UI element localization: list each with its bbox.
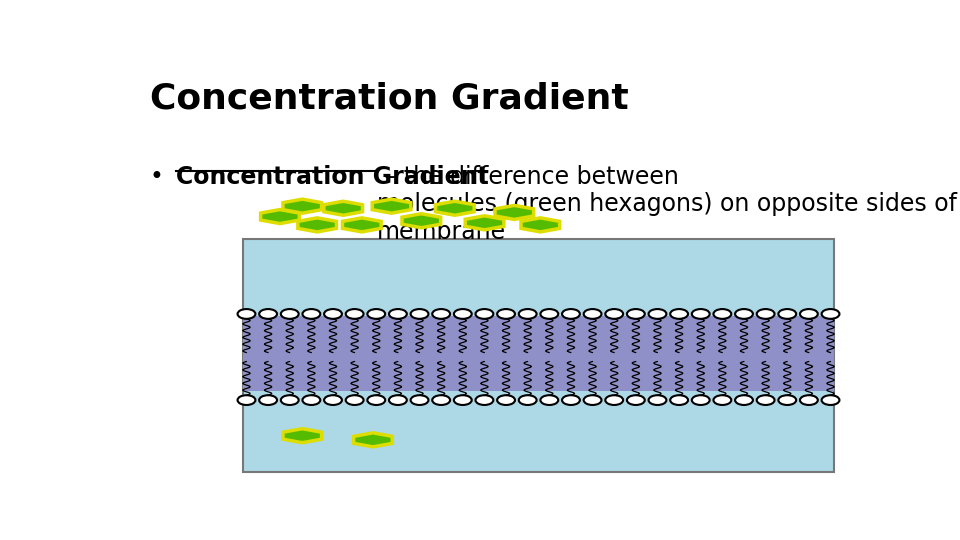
Ellipse shape bbox=[411, 309, 428, 319]
Polygon shape bbox=[353, 433, 393, 447]
Polygon shape bbox=[283, 429, 322, 443]
Ellipse shape bbox=[368, 395, 385, 405]
Polygon shape bbox=[283, 199, 322, 213]
Ellipse shape bbox=[584, 309, 602, 319]
Ellipse shape bbox=[627, 309, 645, 319]
Polygon shape bbox=[436, 201, 474, 215]
Ellipse shape bbox=[518, 309, 537, 319]
Ellipse shape bbox=[800, 309, 818, 319]
Ellipse shape bbox=[692, 309, 709, 319]
Ellipse shape bbox=[302, 395, 321, 405]
Ellipse shape bbox=[281, 395, 299, 405]
Polygon shape bbox=[298, 218, 337, 232]
Text: Concentration Gradient: Concentration Gradient bbox=[150, 82, 629, 116]
FancyBboxPatch shape bbox=[243, 316, 834, 391]
Ellipse shape bbox=[389, 309, 407, 319]
Ellipse shape bbox=[475, 309, 493, 319]
Ellipse shape bbox=[735, 395, 753, 405]
Polygon shape bbox=[343, 218, 381, 232]
Ellipse shape bbox=[411, 395, 428, 405]
Ellipse shape bbox=[432, 395, 450, 405]
Ellipse shape bbox=[822, 309, 839, 319]
Ellipse shape bbox=[735, 309, 753, 319]
Ellipse shape bbox=[779, 309, 796, 319]
Ellipse shape bbox=[432, 309, 450, 319]
Ellipse shape bbox=[692, 395, 709, 405]
Ellipse shape bbox=[562, 395, 580, 405]
Polygon shape bbox=[466, 216, 504, 230]
Text: Concentration Gradient: Concentration Gradient bbox=[176, 165, 489, 188]
Text: – the difference between
molecules (green hexagons) on opposite sides of the
mem: – the difference between molecules (gree… bbox=[376, 165, 960, 244]
Polygon shape bbox=[324, 201, 363, 215]
Ellipse shape bbox=[497, 395, 515, 405]
Text: Concentration Gradient: Concentration Gradient bbox=[0, 539, 1, 540]
Ellipse shape bbox=[649, 395, 666, 405]
Ellipse shape bbox=[649, 309, 666, 319]
Ellipse shape bbox=[562, 309, 580, 319]
Ellipse shape bbox=[670, 309, 688, 319]
Ellipse shape bbox=[389, 395, 407, 405]
Ellipse shape bbox=[540, 395, 559, 405]
FancyBboxPatch shape bbox=[243, 239, 834, 472]
Ellipse shape bbox=[259, 395, 277, 405]
Ellipse shape bbox=[237, 395, 255, 405]
Ellipse shape bbox=[713, 309, 732, 319]
Polygon shape bbox=[495, 205, 534, 219]
Ellipse shape bbox=[584, 395, 602, 405]
Ellipse shape bbox=[281, 309, 299, 319]
Polygon shape bbox=[521, 218, 560, 232]
Ellipse shape bbox=[713, 395, 732, 405]
Text: •: • bbox=[150, 165, 163, 188]
Polygon shape bbox=[402, 214, 441, 228]
Ellipse shape bbox=[346, 395, 364, 405]
Ellipse shape bbox=[346, 309, 364, 319]
Ellipse shape bbox=[540, 309, 559, 319]
Ellipse shape bbox=[324, 395, 342, 405]
Ellipse shape bbox=[475, 395, 493, 405]
Ellipse shape bbox=[756, 395, 775, 405]
Ellipse shape bbox=[454, 309, 471, 319]
Ellipse shape bbox=[756, 309, 775, 319]
Ellipse shape bbox=[324, 309, 342, 319]
Ellipse shape bbox=[822, 395, 839, 405]
Ellipse shape bbox=[779, 395, 796, 405]
Ellipse shape bbox=[627, 395, 645, 405]
Ellipse shape bbox=[606, 309, 623, 319]
Polygon shape bbox=[372, 199, 411, 213]
Ellipse shape bbox=[237, 309, 255, 319]
Polygon shape bbox=[260, 210, 300, 224]
Ellipse shape bbox=[454, 395, 471, 405]
Ellipse shape bbox=[368, 309, 385, 319]
Ellipse shape bbox=[518, 395, 537, 405]
Ellipse shape bbox=[800, 395, 818, 405]
Ellipse shape bbox=[670, 395, 688, 405]
Ellipse shape bbox=[302, 309, 321, 319]
Ellipse shape bbox=[259, 309, 277, 319]
Ellipse shape bbox=[606, 395, 623, 405]
Ellipse shape bbox=[497, 309, 515, 319]
